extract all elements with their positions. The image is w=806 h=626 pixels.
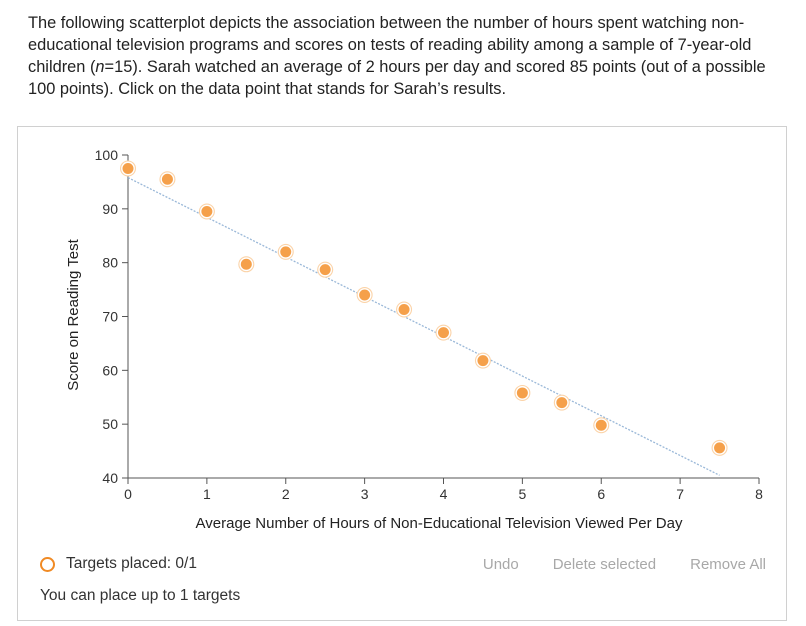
points-layer[interactable] (120, 160, 728, 456)
prompt-text-2: =15). Sarah watched an average of 2 hour… (28, 58, 766, 98)
data-point-marker[interactable] (515, 386, 530, 400)
data-point[interactable] (238, 256, 255, 273)
target-radio-icon (40, 556, 55, 572)
data-point[interactable] (198, 203, 215, 220)
data-point[interactable] (514, 384, 531, 401)
trend-layer (127, 177, 720, 476)
x-tick-label: 3 (361, 486, 369, 502)
data-point-marker[interactable] (357, 288, 372, 302)
data-point[interactable] (317, 261, 334, 278)
data-point[interactable] (593, 417, 610, 434)
y-axis-title: Score on Reading Test (65, 238, 82, 390)
prompt-n-symbol: n (95, 58, 105, 76)
data-point-marker[interactable] (436, 325, 451, 340)
data-point-marker[interactable] (160, 172, 175, 187)
data-point[interactable] (711, 439, 728, 456)
y-tick-label: 40 (102, 470, 118, 486)
data-point[interactable] (120, 160, 136, 177)
axes-layer: 0 1 2 3 4 5 6 7 8 40 50 60 70 80 90 100 (95, 147, 763, 502)
x-tick-label: 0 (124, 486, 132, 502)
prompt-text-1: The following scatterplot depicts the as… (28, 14, 752, 76)
data-point-marker[interactable] (199, 204, 214, 219)
targets-placed-text: Targets placed: 0/1 (66, 555, 197, 572)
x-tick-label: 5 (518, 486, 526, 502)
x-tick-label: 2 (282, 486, 290, 502)
data-point-marker[interactable] (594, 418, 609, 433)
scatterplot[interactable]: 0 1 2 3 4 5 6 7 8 40 50 60 70 80 90 100 Average Number … (18, 127, 788, 547)
x-axis-title: Average Number of Hours of Non-Education… (196, 515, 683, 532)
x-tick-label: 8 (755, 486, 763, 502)
data-point[interactable] (474, 352, 491, 369)
y-tick-label: 90 (102, 201, 118, 217)
x-tick-label: 6 (597, 486, 605, 502)
y-tick-label: 80 (102, 255, 118, 271)
data-point-marker[interactable] (397, 302, 411, 317)
data-point[interactable] (277, 243, 294, 260)
action-bar: Undo Delete selected Remove All (483, 556, 766, 573)
y-tick-label: 50 (102, 416, 118, 432)
targets-status: Targets placed: 0/1 (40, 555, 197, 573)
data-point-marker[interactable] (712, 440, 727, 455)
data-point-marker[interactable] (121, 161, 135, 176)
y-tick-label: 100 (95, 147, 119, 163)
targets-hint: You can place up to 1 targets (40, 587, 241, 604)
x-tick-label: 1 (203, 486, 211, 502)
data-point[interactable] (553, 394, 570, 411)
data-point[interactable] (435, 324, 452, 341)
y-tick-label: 60 (102, 362, 118, 378)
data-point[interactable] (396, 301, 413, 318)
trend-line (127, 177, 720, 476)
undo-button[interactable]: Undo (482, 556, 519, 573)
y-tick-label: 70 (102, 309, 118, 325)
data-point-marker[interactable] (554, 395, 569, 410)
data-point-marker[interactable] (476, 353, 490, 368)
remove-all-button[interactable]: Remove All (690, 556, 766, 573)
data-point-marker[interactable] (278, 245, 293, 259)
data-point[interactable] (356, 286, 373, 303)
x-tick-label: 4 (440, 486, 448, 502)
delete-selected-button[interactable]: Delete selected (552, 556, 657, 573)
question-prompt: The following scatterplot depicts the as… (28, 12, 780, 100)
data-point[interactable] (159, 171, 176, 188)
data-point-marker[interactable] (239, 257, 254, 272)
interactive-plot-panel: 0 1 2 3 4 5 6 7 8 40 50 60 70 80 90 100 Average Number … (17, 126, 787, 621)
x-tick-label: 7 (676, 486, 684, 502)
data-point-marker[interactable] (318, 262, 333, 277)
